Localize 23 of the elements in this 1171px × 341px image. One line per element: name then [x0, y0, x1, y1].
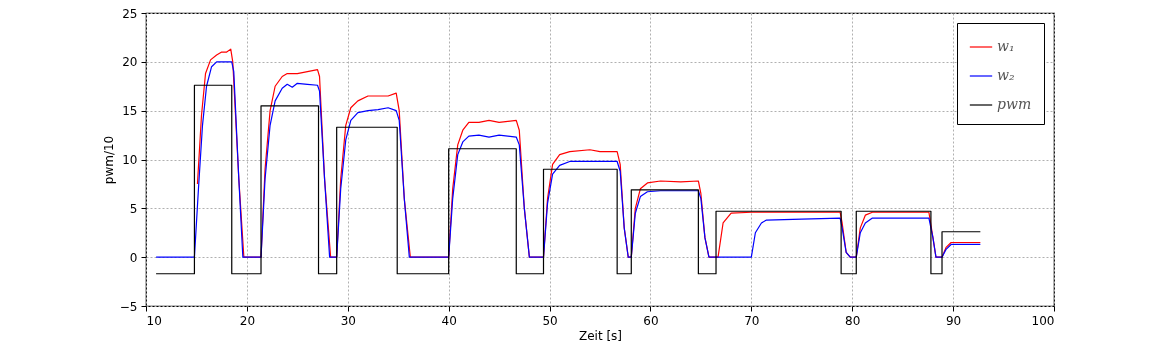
x-tick-label: 90 — [945, 313, 962, 328]
legend-label: pwm — [997, 96, 1032, 112]
x-tick-label: 30 — [340, 313, 356, 328]
y-tick-label: 5 — [129, 201, 138, 216]
y-tick-label: −5 — [119, 299, 138, 314]
x-tick-label: 50 — [542, 313, 558, 328]
y-tick-label: 15 — [122, 104, 138, 119]
y-tick-label: 20 — [122, 55, 138, 70]
x-tick-label: 10 — [146, 313, 162, 328]
x-axis-title: Zeit [s] — [578, 328, 623, 341]
y-tick-label: 10 — [122, 153, 138, 167]
x-tick-label: 60 — [643, 313, 659, 328]
y-tick-label: 0 — [129, 250, 138, 265]
x-tick-label: 100 — [1031, 313, 1055, 328]
legend-label: w₁ — [997, 38, 1015, 54]
x-tick-label: 80 — [845, 313, 861, 328]
x-tick-label: 20 — [239, 313, 256, 328]
line-series — [155, 84, 981, 275]
y-axis-title: pwm/10 — [101, 135, 116, 185]
x-tick-label: 70 — [744, 313, 760, 328]
x-tick-label: 40 — [441, 313, 457, 328]
legend-label: w₂ — [997, 67, 1015, 83]
y-tick-label: 25 — [122, 6, 138, 21]
